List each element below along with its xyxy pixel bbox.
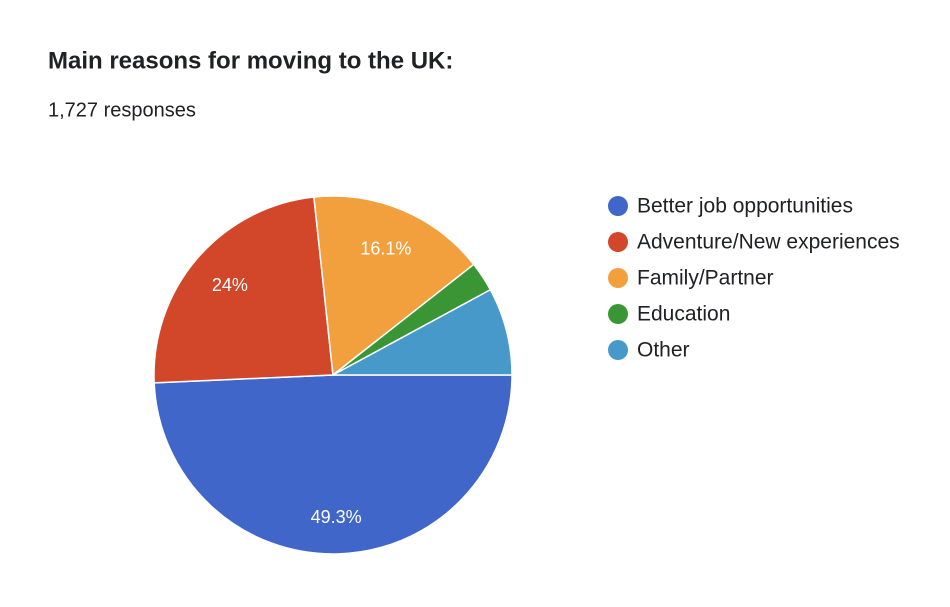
pie-slice — [153, 196, 334, 384]
legend-swatch — [608, 196, 628, 216]
legend-label: Family/Partner — [637, 267, 774, 290]
legend-label: Adventure/New experiences — [637, 231, 900, 254]
legend-label: Better job opportunities — [637, 195, 853, 218]
legend-swatch — [608, 304, 628, 324]
data-label: 24% — [212, 275, 248, 295]
data-label: 16.1% — [360, 238, 411, 258]
legend-label: Education — [637, 303, 730, 326]
legend-swatch — [608, 340, 628, 360]
chart-subtitle: 1,727 responses — [48, 99, 196, 121]
legend-label: Other — [637, 339, 690, 362]
pie-slice — [332, 288, 513, 376]
legend-swatch — [608, 232, 628, 252]
pie-slice — [153, 374, 513, 555]
chart-title: Main reasons for moving to the UK: — [48, 47, 453, 74]
data-label: 49.3% — [311, 507, 362, 527]
pie-slice — [313, 195, 475, 377]
legend-swatch — [608, 268, 628, 288]
